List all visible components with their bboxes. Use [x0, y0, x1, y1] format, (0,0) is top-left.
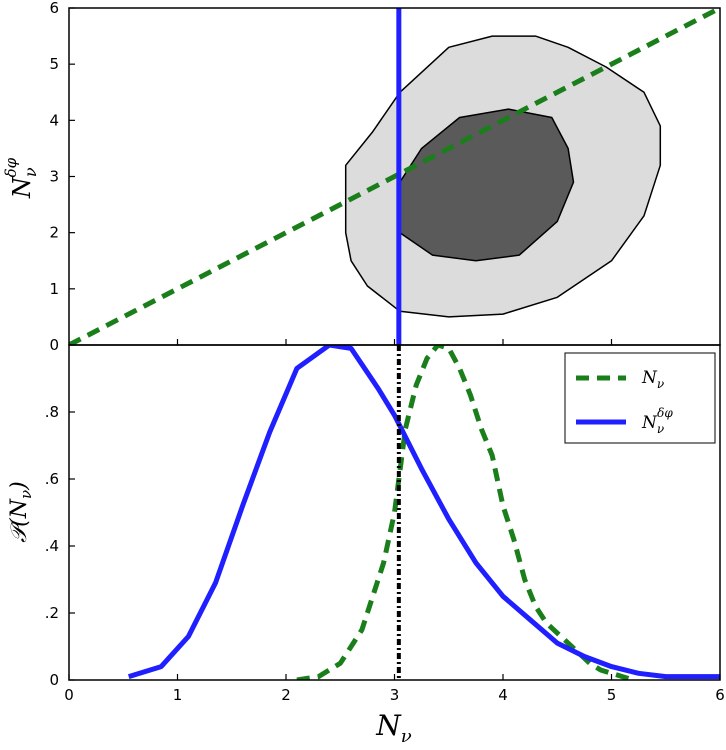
top-panel: 0 1 2 3 4 5 6 Nνδφ: [2, 0, 721, 354]
top-y-tick-label: 6: [49, 0, 59, 17]
bottom-y-ticks: 0 .2 .4 .6 .8: [45, 403, 75, 689]
top-y-tick-label: 3: [49, 168, 59, 186]
bottom-x-tick-label: 3: [390, 686, 400, 704]
bottom-lines: [127, 345, 720, 680]
bottom-y-tick-label: .8: [45, 403, 59, 421]
top-dashed-line: [69, 8, 720, 345]
legend-box: [564, 352, 716, 444]
top-y-tick-label: 2: [49, 224, 59, 242]
bottom-x-ticks: 0 1 2 3 4 5 6: [64, 674, 725, 704]
legend-label-0: Nν: [641, 368, 664, 391]
x-label-sub: ν: [401, 726, 412, 747]
top-y-axis-label: Nνδφ: [2, 157, 40, 199]
top-y-ticks: 0 1 2 3 4 5 6: [49, 0, 613, 354]
legend-0-main: N: [641, 368, 658, 388]
bottom-y-tick-label: .2: [45, 604, 59, 622]
top-y-label-main: N: [8, 176, 36, 199]
top-y-tick-label: 5: [49, 55, 59, 73]
bottom-y-label-sub: ν: [17, 490, 35, 499]
x-label-main: N: [375, 709, 402, 742]
bottom-x-tick-label: 1: [173, 686, 183, 704]
top-y-label-sup: δφ: [2, 157, 20, 177]
legend-1-sup: δφ: [657, 406, 673, 420]
legend-label-1: Nν δφ: [641, 406, 673, 436]
legend-1-main: N: [641, 413, 658, 433]
contour-regions: [344, 35, 662, 318]
bottom-y-tick-label: .4: [45, 537, 59, 555]
top-y-tick-label: 0: [49, 336, 59, 354]
legend: Nν Nν δφ: [564, 352, 716, 444]
top-y-label-sub: ν: [21, 167, 40, 177]
bottom-y-tick-label: 0: [49, 671, 59, 689]
contour-inner: [399, 108, 575, 262]
legend-0-sub: ν: [657, 377, 664, 391]
bottom-x-tick-label: 0: [64, 686, 74, 704]
bottom-y-axis-label: 𝒫(Nν): [7, 481, 35, 542]
bottom-x-tick-label: 6: [715, 686, 725, 704]
legend-1-sub: ν: [657, 422, 664, 436]
bottom-y-tick-label: .6: [45, 470, 59, 488]
bottom-x-tick-label: 2: [281, 686, 291, 704]
bottom-y-label-text: 𝒫(N: [7, 498, 32, 542]
bottom-x-tick-label: 4: [498, 686, 508, 704]
bottom-x-tick-label: 5: [607, 686, 617, 704]
top-y-tick-label: 4: [49, 111, 59, 129]
x-axis-label: Nν: [375, 709, 412, 747]
top-y-tick-label: 1: [49, 280, 59, 298]
series-1-line: [127, 345, 720, 680]
top-lines: [69, 8, 720, 345]
bottom-y-label-close: ): [7, 481, 32, 491]
